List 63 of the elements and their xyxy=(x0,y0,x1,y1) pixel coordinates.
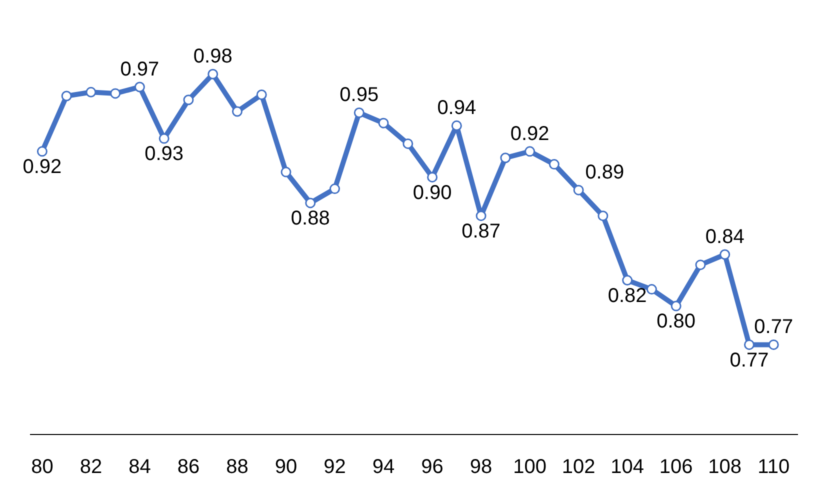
point xyxy=(354,108,364,118)
point xyxy=(744,339,754,350)
data-label: 0.84 xyxy=(705,226,744,248)
point xyxy=(573,184,584,196)
x-tick-label: 102 xyxy=(562,456,596,478)
x-tick-label: 86 xyxy=(177,456,200,478)
point xyxy=(402,138,414,149)
x-tick-label: 104 xyxy=(610,456,644,478)
x-tick-label: 80 xyxy=(31,456,54,478)
point xyxy=(524,146,536,157)
data-label: 0.98 xyxy=(193,45,232,68)
point xyxy=(330,184,340,194)
x-tick-label: 98 xyxy=(470,456,492,478)
x-tick-label: 108 xyxy=(708,456,742,478)
point xyxy=(500,152,511,164)
point xyxy=(61,90,72,102)
x-tick-label: 90 xyxy=(274,456,298,478)
data-label: 0.77 xyxy=(754,316,794,338)
data-label: 0.82 xyxy=(608,284,647,307)
x-tick-label: 106 xyxy=(659,456,693,478)
point xyxy=(695,260,706,270)
data-label: 0.80 xyxy=(656,310,696,333)
data-label: 0.90 xyxy=(412,182,452,204)
data-label: 0.88 xyxy=(290,208,330,230)
point xyxy=(280,166,292,178)
point xyxy=(36,146,48,157)
point xyxy=(646,284,657,295)
point xyxy=(622,275,633,286)
x-tick-label: 96 xyxy=(421,456,444,478)
data-label: 0.89 xyxy=(585,161,624,184)
point xyxy=(110,88,121,99)
data-label: 0.97 xyxy=(120,58,160,80)
data-label: 0.77 xyxy=(730,349,769,372)
data-label: 0.95 xyxy=(340,84,379,106)
data-label: 0.92 xyxy=(510,122,550,145)
data-label: 0.92 xyxy=(22,156,62,178)
point xyxy=(378,118,389,128)
point xyxy=(86,86,96,98)
point xyxy=(476,210,486,222)
x-tick-label: 84 xyxy=(128,456,151,478)
point xyxy=(158,133,170,144)
point xyxy=(232,106,242,117)
data-label: 0.87 xyxy=(462,220,501,242)
data-label: 0.93 xyxy=(144,143,184,166)
point xyxy=(451,120,462,131)
point xyxy=(208,68,218,80)
x-tick-label: 82 xyxy=(80,456,102,478)
point xyxy=(183,94,194,106)
x-tick-label: 110 xyxy=(758,456,790,478)
point xyxy=(427,172,438,182)
point xyxy=(768,339,779,350)
data-label: 0.94 xyxy=(437,97,476,120)
x-tick-label: 88 xyxy=(226,456,248,478)
x-tick-label: 94 xyxy=(372,456,395,478)
point xyxy=(305,198,316,208)
x-tick-label: 100 xyxy=(513,456,546,478)
point xyxy=(720,249,730,260)
point xyxy=(548,159,560,170)
point xyxy=(256,89,267,100)
point xyxy=(134,82,145,92)
point xyxy=(598,210,608,222)
x-tick-label: 92 xyxy=(324,456,346,478)
point xyxy=(670,300,682,312)
